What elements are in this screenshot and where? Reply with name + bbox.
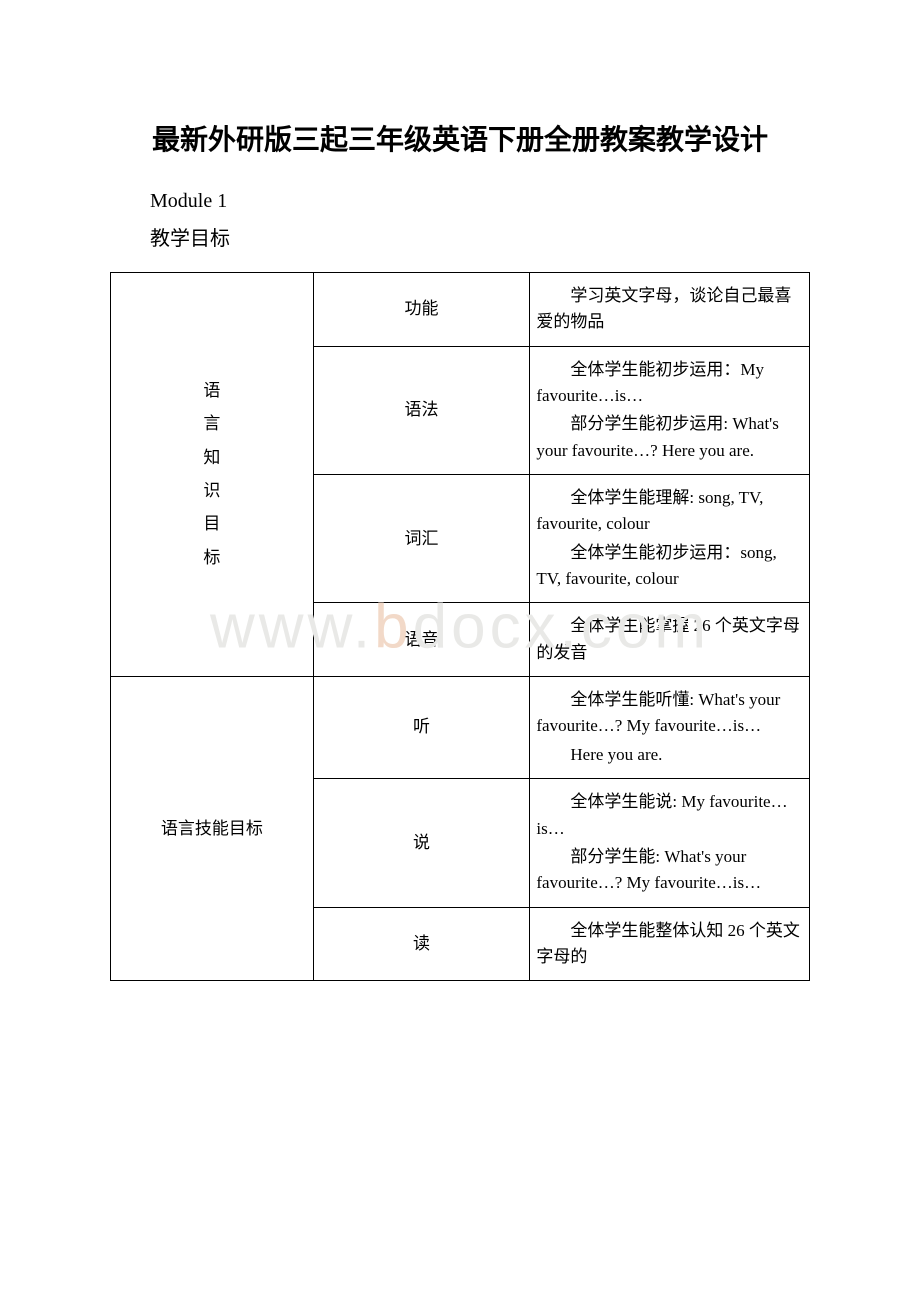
detail-cell: 全体学生能初步运用：My favourite…is…部分学生能初步运用: Wha… [530,346,810,474]
table-row: 语言技能目标听全体学生能听懂: What's your favourite…? … [111,677,810,779]
objectives-table: 语言知识目标功能学习英文字母，谈论自己最喜爱的物品语法全体学生能初步运用：My … [110,272,810,981]
detail-cell: 全体学生能整体认知 26 个英文字母的 [530,907,810,981]
intro-line-module: Module 1 [110,182,810,220]
detail-cell: 全体学生能听懂: What's your favourite…? My favo… [530,677,810,779]
aspect-cell: 词汇 [313,475,530,603]
table-row: 语言知识目标功能学习英文字母，谈论自己最喜爱的物品 [111,273,810,347]
detail-cell: 学习英文字母，谈论自己最喜爱的物品 [530,273,810,347]
intro-line-objective: 教学目标 [110,220,810,258]
aspect-cell: 说 [313,779,530,907]
detail-cell: 全体学生能掌握 26 个英文字母的发音 [530,603,810,677]
intro-block: Module 1 教学目标 [110,182,810,258]
aspect-cell: 功能 [313,273,530,347]
aspect-cell: 听 [313,677,530,779]
group-label-cell: 语言知识目标 [111,273,314,677]
aspect-cell: 语法 [313,346,530,474]
detail-cell: 全体学生能理解: song, TV, favourite, colour全体学生… [530,475,810,603]
aspect-cell: 语音 [313,603,530,677]
detail-cell: 全体学生能说: My favourite…is…部分学生能: What's yo… [530,779,810,907]
page-title: 最新外研版三起三年级英语下册全册教案教学设计 [110,120,810,162]
group-label-cell: 语言技能目标 [111,677,314,981]
document-page: 最新外研版三起三年级英语下册全册教案教学设计 Module 1 教学目标 www… [0,0,920,1041]
aspect-cell: 读 [313,907,530,981]
